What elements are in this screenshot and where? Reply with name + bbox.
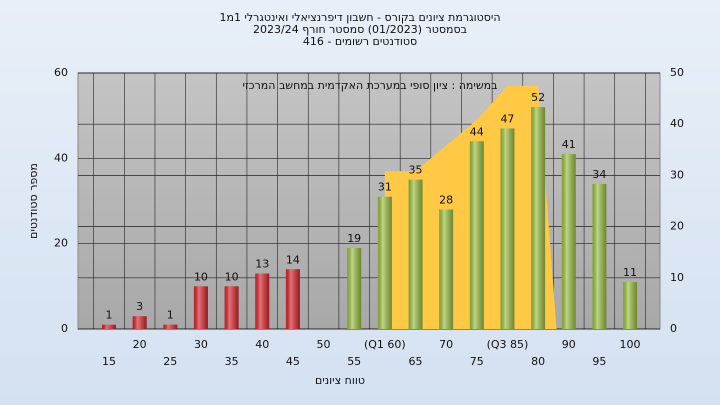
x-tick-label: 55 [347,355,361,368]
bar-shade [623,282,638,329]
y2-tick-label: 50 [670,66,684,79]
bar-shade [347,247,362,329]
x-tick-label: 75 [470,355,484,368]
bar-shade [163,324,178,329]
bar-shade [561,154,576,329]
x-tick-label: 65 [409,355,423,368]
bar-shade [500,128,515,329]
data-label: 19 [347,232,361,245]
x-tick-label: 40 [255,338,269,351]
data-label: 14 [286,253,300,266]
data-label: 13 [255,258,269,271]
y-tick-label: 40 [54,151,68,164]
data-label: 41 [562,138,576,151]
y2-tick-label: 10 [670,271,684,284]
bar-shade [531,107,546,329]
y-tick-label: 0 [61,322,68,335]
bar-shade [255,273,270,329]
bar-shade [469,141,484,329]
x-axis-label: טווח ציונים [315,374,365,387]
y-axis-label: מספר סטודנטים [27,163,40,239]
data-label: 34 [592,168,606,181]
bar-shade [408,179,423,329]
y2-tick-label: 0 [670,322,677,335]
data-label: 1 [167,309,174,322]
y2-tick-label: 40 [670,117,684,130]
data-label: 52 [531,91,545,104]
bar-shade [224,286,239,329]
bar-shade [285,269,300,329]
data-label: 3 [136,300,143,313]
x-tick-label: (Q3 85) [487,338,529,351]
y-tick-label: 60 [54,66,68,79]
data-label: 10 [225,270,239,283]
x-tick-label: 100 [620,338,641,351]
x-tick-label: 25 [163,355,177,368]
bar-shade [439,209,454,329]
data-label: 35 [409,164,423,177]
y2-tick-label: 30 [670,168,684,181]
bar-shade [377,196,392,329]
bar-shade [102,324,116,329]
x-tick-label: 80 [531,355,545,368]
data-label: 28 [439,194,453,207]
y2-tick-label: 20 [670,220,684,233]
x-tick-label: 20 [133,338,147,351]
x-tick-label: 90 [562,338,576,351]
bar-shade [592,183,607,329]
x-tick-label: (Q1 60) [364,338,406,351]
x-tick-label: 30 [194,338,208,351]
data-label: 1 [106,309,113,322]
x-tick-label: 45 [286,355,300,368]
x-tick-label: 70 [439,338,453,351]
title: סטודנטים רשומים - 416 [303,35,417,48]
data-label: 44 [470,125,484,138]
data-label: 47 [500,112,514,125]
title: בסמסטר (01/2023) סמסטר חורף 2023/24 [253,23,467,36]
x-tick-label: 15 [102,355,116,368]
x-tick-label: 95 [592,355,606,368]
data-label: 10 [194,270,208,283]
bar-shade [193,286,208,329]
y-tick-label: 20 [54,237,68,250]
x-tick-label: 35 [225,355,239,368]
data-label: 11 [623,266,637,279]
title: היסטוגרמת ציונים בקורס - חשבון דיפרנציאל… [219,11,500,24]
annotation: במשימה : ציון סופי במערכת האקדמית במחשב … [243,79,498,92]
bar-shade [132,316,147,329]
data-label: 31 [378,181,392,194]
x-tick-label: 50 [317,338,331,351]
